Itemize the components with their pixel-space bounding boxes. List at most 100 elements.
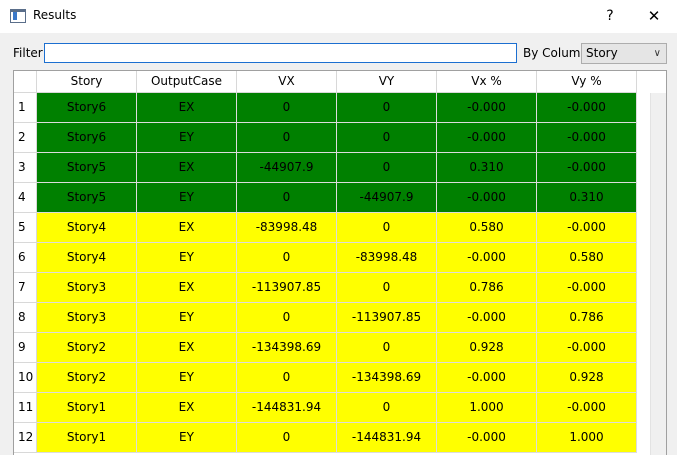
by-column-select[interactable]: Story ∨ [581,43,667,64]
table-cell[interactable]: 0 [237,363,337,393]
table-cell[interactable]: 0 [237,423,337,453]
table-row[interactable]: 8 Story3 EY 0 -113907.85 -0.000 0.786 [14,303,637,333]
table-cell[interactable]: -0.000 [437,183,537,213]
vertical-scrollbar[interactable] [650,93,666,455]
table-cell[interactable]: 0.928 [537,363,637,393]
filter-input[interactable] [44,43,517,63]
table-cell[interactable]: -113907.85 [237,273,337,303]
row-number[interactable]: 12 [14,423,37,453]
row-number[interactable]: 7 [14,273,37,303]
table-row[interactable]: 6 Story4 EY 0 -83998.48 -0.000 0.580 [14,243,637,273]
table-cell[interactable]: EY [137,123,237,153]
table-cell[interactable]: 0 [337,273,437,303]
row-number[interactable]: 9 [14,333,37,363]
help-button[interactable]: ? [606,8,614,24]
table-cell[interactable]: -0.000 [537,333,637,363]
table-cell[interactable]: 0 [237,123,337,153]
table-cell[interactable]: -44907.9 [237,153,337,183]
row-number[interactable]: 10 [14,363,37,393]
table-cell[interactable]: Story5 [37,183,137,213]
table-row[interactable]: 9 Story2 EX -134398.69 0 0.928 -0.000 [14,333,637,363]
corner-cell[interactable] [14,71,37,93]
close-button[interactable]: ✕ [647,7,661,25]
table-cell[interactable]: 0.310 [537,183,637,213]
column-header[interactable]: OutputCase [137,71,237,93]
table-cell[interactable]: 1.000 [537,423,637,453]
table-cell[interactable]: -0.000 [537,393,637,423]
table-cell[interactable]: Story2 [37,363,137,393]
table-cell[interactable]: 0.580 [437,213,537,243]
table-cell[interactable]: Story2 [37,333,137,363]
table-cell[interactable]: 0 [237,183,337,213]
table-cell[interactable]: -0.000 [437,363,537,393]
table-cell[interactable]: EX [137,393,237,423]
table-cell[interactable]: -0.000 [437,243,537,273]
table-row[interactable]: 12 Story1 EY 0 -144831.94 -0.000 1.000 [14,423,637,453]
table-cell[interactable]: 0.580 [537,243,637,273]
table-cell[interactable]: 0 [337,123,437,153]
table-cell[interactable]: EY [137,363,237,393]
table-cell[interactable]: 0 [337,333,437,363]
column-header[interactable]: Vx % [437,71,537,93]
table-row[interactable]: 5 Story4 EX -83998.48 0 0.580 -0.000 [14,213,637,243]
column-header[interactable]: VY [337,71,437,93]
table-cell[interactable]: Story5 [37,153,137,183]
table-cell[interactable]: EY [137,423,237,453]
table-cell[interactable]: EX [137,213,237,243]
table-cell[interactable]: -0.000 [537,213,637,243]
table-cell[interactable]: -0.000 [537,273,637,303]
table-cell[interactable]: 0.786 [437,273,537,303]
table-cell[interactable]: -83998.48 [337,243,437,273]
table-cell[interactable]: Story1 [37,393,137,423]
table-row[interactable]: 2 Story6 EY 0 0 -0.000 -0.000 [14,123,637,153]
table-cell[interactable]: -0.000 [437,93,537,123]
table-cell[interactable]: 0 [337,93,437,123]
table-row[interactable]: 7 Story3 EX -113907.85 0 0.786 -0.000 [14,273,637,303]
table-cell[interactable]: Story3 [37,273,137,303]
table-cell[interactable]: -134398.69 [237,333,337,363]
table-row[interactable]: 1 Story6 EX 0 0 -0.000 -0.000 [14,93,637,123]
table-cell[interactable]: EY [137,243,237,273]
table-cell[interactable]: 1.000 [437,393,537,423]
table-cell[interactable]: -144831.94 [237,393,337,423]
table-cell[interactable]: EY [137,183,237,213]
table-cell[interactable]: -44907.9 [337,183,437,213]
row-number[interactable]: 2 [14,123,37,153]
table-cell[interactable]: EX [137,333,237,363]
column-header[interactable]: Story [37,71,137,93]
table-cell[interactable]: 0 [237,303,337,333]
table-cell[interactable]: -0.000 [537,123,637,153]
row-number[interactable]: 6 [14,243,37,273]
row-number[interactable]: 11 [14,393,37,423]
table-cell[interactable]: EY [137,303,237,333]
table-cell[interactable]: -134398.69 [337,363,437,393]
table-cell[interactable]: 0.928 [437,333,537,363]
table-row[interactable]: 10 Story2 EY 0 -134398.69 -0.000 0.928 [14,363,637,393]
table-cell[interactable]: Story3 [37,303,137,333]
table-row[interactable]: 4 Story5 EY 0 -44907.9 -0.000 0.310 [14,183,637,213]
table-cell[interactable]: 0 [237,93,337,123]
table-cell[interactable]: 0 [337,213,437,243]
table-row[interactable]: 3 Story5 EX -44907.9 0 0.310 -0.000 [14,153,637,183]
row-number[interactable]: 8 [14,303,37,333]
table-cell[interactable]: -0.000 [437,303,537,333]
table-cell[interactable]: 0 [237,243,337,273]
table-cell[interactable]: Story4 [37,243,137,273]
table-cell[interactable]: EX [137,273,237,303]
table-cell[interactable]: 0 [337,153,437,183]
table-cell[interactable]: -0.000 [537,153,637,183]
table-cell[interactable]: EX [137,153,237,183]
row-number[interactable]: 1 [14,93,37,123]
table-cell[interactable]: -83998.48 [237,213,337,243]
row-number[interactable]: 3 [14,153,37,183]
table-cell[interactable]: Story4 [37,213,137,243]
table-cell[interactable]: Story6 [37,123,137,153]
row-number[interactable]: 4 [14,183,37,213]
column-header[interactable]: Vy % [537,71,637,93]
row-number[interactable]: 5 [14,213,37,243]
table-cell[interactable]: -0.000 [537,93,637,123]
table-cell[interactable]: Story6 [37,93,137,123]
table-cell[interactable]: -0.000 [437,423,537,453]
table-cell[interactable]: -0.000 [437,123,537,153]
table-cell[interactable]: 0 [337,393,437,423]
